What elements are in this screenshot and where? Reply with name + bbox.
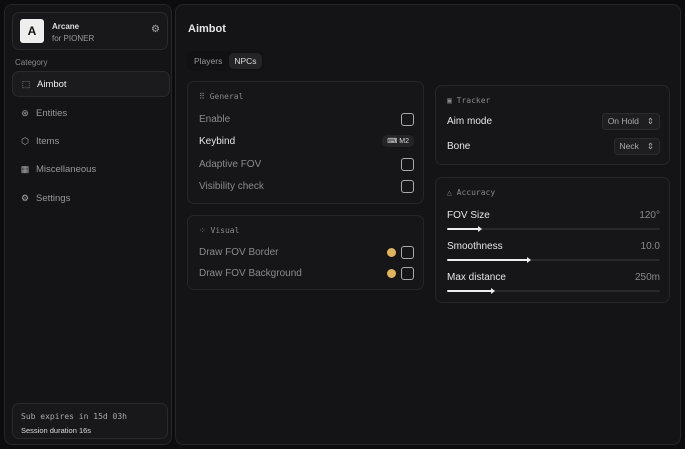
app-name: Arcane <box>52 22 80 31</box>
tracker-title: Tracker <box>456 96 491 105</box>
fov-border-checkbox[interactable] <box>401 246 414 259</box>
slider-value: 10.0 <box>640 241 660 252</box>
fov-border-row: Draw FOV Border <box>199 246 414 259</box>
target-tabs: Players NPCs <box>187 51 264 71</box>
general-title: General <box>209 92 244 101</box>
bone-select[interactable]: Neck ⇕ <box>613 138 660 155</box>
slider-label: FOV Size <box>447 210 490 221</box>
sidebar-item-label: Items <box>36 135 60 147</box>
sidebar-item-label: Miscellaneous <box>36 163 97 175</box>
aim-mode-select[interactable]: On Hold ⇕ <box>601 113 660 130</box>
gear-icon: ⚙ <box>20 192 30 203</box>
keybind-value: M2 <box>399 138 409 145</box>
slider-row: Smoothness 10.0 <box>447 241 660 252</box>
tracker-header: ▣ Tracker <box>447 96 491 105</box>
slider-handle[interactable] <box>490 288 495 294</box>
app-subtitle: for PIONER <box>52 34 95 43</box>
fov-background-row: Draw FOV Background <box>199 267 414 280</box>
settings-gear-icon[interactable]: ⚙ <box>151 24 160 35</box>
fov-background-color-swatch[interactable] <box>387 269 396 278</box>
select-icon: ⇕ <box>646 116 654 126</box>
aim-mode-row: Aim mode On Hold ⇕ <box>447 113 660 130</box>
fov-border-label: Draw FOV Border <box>199 247 279 258</box>
tab-players[interactable]: Players <box>194 56 223 66</box>
enable-checkbox[interactable] <box>401 113 414 126</box>
slider-fill <box>447 259 528 261</box>
sidebar-item-settings[interactable]: ⚙ Settings <box>12 185 170 211</box>
slider-fill <box>447 228 479 230</box>
crosshair-icon: ⬚ <box>21 78 31 89</box>
aim-mode-label: Aim mode <box>447 116 493 127</box>
bone-label: Bone <box>447 141 471 152</box>
tracker-card: ▣ Tracker Aim mode On Hold ⇕ Bone Neck ⇕ <box>435 85 670 165</box>
brand-card: A Arcane for PIONER ⚙ <box>12 12 168 50</box>
entities-icon: ⊛ <box>21 107 29 118</box>
tab-npcs[interactable]: NPCs <box>229 53 262 69</box>
bone-row: Bone Neck ⇕ <box>447 138 660 155</box>
slider-handle[interactable] <box>526 257 531 263</box>
sidebar-item-label: Aimbot <box>37 78 67 90</box>
visibility-label: Visibility check <box>199 181 264 192</box>
sidebar-item-entities[interactable]: ⊛ Entities <box>12 100 170 126</box>
slider-label: Max distance <box>447 272 506 283</box>
visual-title: Visual <box>210 226 240 235</box>
slider-value: 120° <box>639 210 660 221</box>
session-duration: Session duration 16s <box>21 426 92 435</box>
sidebar-item-aimbot[interactable]: ⬚ Aimbot <box>12 71 170 97</box>
slider-value: 250m <box>634 272 660 283</box>
accuracy-card: △ Accuracy FOV Size 120° Smoothness 10.0 M… <box>435 177 670 303</box>
fov-border-color-swatch[interactable] <box>387 248 396 257</box>
keybind-row: Keybind ⌨ M2 <box>199 135 414 147</box>
sidebar-item-label: Settings <box>36 192 71 204</box>
sidebar: A Arcane for PIONER ⚙ Category ⬚ Aimbot ⊛… <box>4 4 172 445</box>
accuracy-header: △ Accuracy <box>447 188 496 197</box>
slider-handle[interactable] <box>477 226 482 232</box>
general-header: ⠿ General <box>199 92 244 101</box>
app-logo: A <box>20 19 44 43</box>
box-icon: ⬡ <box>21 135 29 146</box>
sidebar-item-label: Entities <box>36 107 68 119</box>
category-label: Category <box>15 58 48 67</box>
visibility-checkbox[interactable] <box>401 180 414 193</box>
slider-track[interactable] <box>447 226 660 232</box>
slider-track[interactable] <box>447 288 660 294</box>
adaptive-fov-row: Adaptive FOV <box>199 158 414 171</box>
visual-card: ⁘ Visual Draw FOV Border Draw FOV Backgr… <box>187 215 424 290</box>
bone-value: Neck <box>619 141 639 151</box>
sub-expiry: Sub expires in 15d 03h <box>21 412 127 421</box>
select-icon: ⇕ <box>646 141 654 151</box>
adaptive-fov-checkbox[interactable] <box>401 158 414 171</box>
slider-track[interactable] <box>447 257 660 263</box>
visual-header: ⁘ Visual <box>199 226 240 235</box>
keybind-button[interactable]: ⌨ M2 <box>382 135 414 147</box>
fov-background-checkbox[interactable] <box>401 267 414 280</box>
sidebar-item-items[interactable]: ⬡ Items <box>12 128 170 154</box>
visibility-row: Visibility check <box>199 180 414 193</box>
subscription-info: Sub expires in 15d 03h Session duration … <box>12 403 168 439</box>
adaptive-fov-label: Adaptive FOV <box>199 159 262 170</box>
grid-icon: ▦ <box>20 163 30 174</box>
slider-label: Smoothness <box>447 241 503 252</box>
sidebar-item-miscellaneous[interactable]: ▦ Miscellaneous <box>12 156 170 182</box>
accuracy-title: Accuracy <box>456 188 496 197</box>
slider-fill <box>447 290 492 292</box>
slider-row: FOV Size 120° <box>447 210 660 221</box>
enable-label: Enable <box>199 114 231 125</box>
enable-row: Enable <box>199 113 414 126</box>
fov-background-label: Draw FOV Background <box>199 268 302 279</box>
general-card: ⠿ General Enable Keybind ⌨ M2 Adaptive FO… <box>187 81 424 204</box>
keybind-label: Keybind <box>199 135 236 147</box>
page-title: Aimbot <box>188 23 226 35</box>
slider-row: Max distance 250m <box>447 272 660 283</box>
aim-mode-value: On Hold <box>607 116 639 126</box>
main-panel: Aimbot Players NPCs ⠿ General Enable Key… <box>175 4 681 445</box>
